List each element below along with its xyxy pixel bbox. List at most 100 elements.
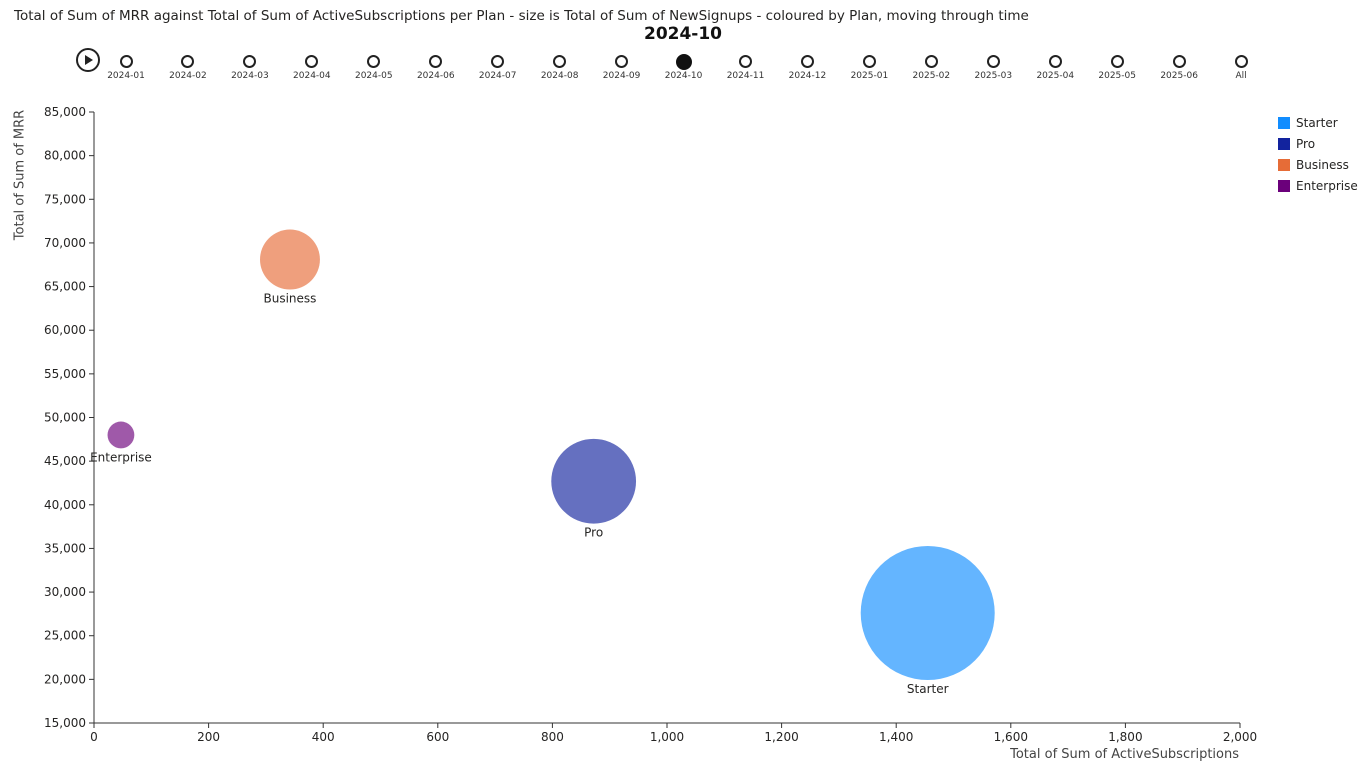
legend-item-starter[interactable]: Starter: [1278, 112, 1358, 133]
y-tick-label: 35,000: [44, 541, 86, 555]
bubble-label-starter: Starter: [907, 682, 949, 696]
timeline-frame-2024-03[interactable]: 2024-03: [220, 55, 280, 81]
play-icon: [85, 55, 93, 65]
bubble-business[interactable]: [260, 229, 320, 290]
legend-swatch: [1278, 116, 1290, 129]
x-tick-label: 1,400: [879, 730, 913, 744]
x-axis-title: Total of Sum of ActiveSubscriptions: [1010, 747, 1239, 762]
timeline-dot: [739, 55, 752, 68]
timeline-dot: [615, 55, 629, 68]
x-tick-label: 200: [197, 730, 220, 744]
timeline-frame-2024-11[interactable]: 2024-11: [716, 55, 776, 81]
legend-swatch: [1278, 179, 1290, 192]
y-tick-label: 60,000: [44, 323, 86, 337]
chart-title: Total of Sum of MRR against Total of Sum…: [14, 8, 1029, 24]
timeline-frame-2024-05[interactable]: 2024-05: [344, 55, 404, 81]
legend-item-enterprise[interactable]: Enterprise: [1278, 175, 1358, 196]
timeline-label: 2024-08: [540, 71, 579, 81]
y-tick-label: 55,000: [44, 367, 86, 381]
timeline-frame-2025-02[interactable]: 2025-02: [901, 55, 961, 81]
y-tick-label: 80,000: [44, 149, 86, 163]
timeline-frame-2024-08[interactable]: 2024-08: [530, 55, 590, 81]
y-tick-label: 45,000: [44, 454, 86, 468]
timeline-label: 2024-03: [231, 71, 269, 81]
timeline-frame-2024-02[interactable]: 2024-02: [158, 55, 218, 81]
timeline-frame-2025-01[interactable]: 2025-01: [839, 55, 899, 81]
bubble-label-enterprise: Enterprise: [90, 450, 152, 464]
y-tick-label: 15,000: [44, 716, 86, 730]
timeline-dot: [553, 55, 567, 68]
bubble-pro[interactable]: [551, 438, 637, 524]
y-tick-label: 20,000: [44, 672, 86, 686]
y-tick-label: 75,000: [44, 192, 86, 206]
timeline-frame-2024-09[interactable]: 2024-09: [592, 55, 652, 81]
y-tick-label: 85,000: [44, 105, 86, 119]
legend-item-business[interactable]: Business: [1278, 154, 1358, 175]
timeline-dot: [800, 55, 814, 68]
y-tick-label: 50,000: [44, 411, 86, 425]
timeline-label: 2024-06: [416, 71, 455, 81]
timeline-frame-2024-04[interactable]: 2024-04: [282, 55, 342, 81]
bubble-label-business: Business: [264, 291, 317, 305]
legend-item-pro[interactable]: Pro: [1278, 133, 1358, 154]
timeline-frame-2025-05[interactable]: 2025-05: [1087, 55, 1147, 81]
timeline-dot: [1110, 55, 1124, 68]
timeline-label: 2024-07: [478, 71, 517, 81]
timeline-label: 2024-09: [602, 71, 641, 81]
timeline-dot: [429, 55, 443, 68]
timeline-dot: [924, 55, 938, 68]
timeline-label: 2025-06: [1160, 71, 1198, 81]
timeline-frame-2025-04[interactable]: 2025-04: [1025, 55, 1085, 81]
legend: Starter Pro Business Enterprise: [1278, 112, 1358, 196]
x-tick-label: 2,000: [1223, 730, 1257, 744]
timeline-label: 2024-10: [664, 71, 703, 81]
timeline-label: 2024-01: [107, 71, 145, 81]
legend-swatch: [1278, 158, 1290, 171]
timeline-label: 2025-01: [850, 71, 889, 81]
timeline-label: 2024-12: [788, 71, 827, 81]
y-tick-label: 70,000: [44, 236, 86, 250]
x-tick-label: 1,200: [764, 730, 798, 744]
timeline-dot: [1234, 55, 1248, 68]
timeline-label: All: [1235, 71, 1247, 81]
legend-label: Pro: [1296, 136, 1316, 151]
bubble-label-pro: Pro: [584, 526, 603, 540]
timeline-frame-2024-06[interactable]: 2024-06: [406, 55, 466, 81]
timeline-label: 2025-02: [912, 71, 951, 81]
timeline-frame-2025-03[interactable]: 2025-03: [963, 55, 1023, 81]
timeline-dot: [367, 55, 381, 68]
timeline-dot: [119, 55, 133, 68]
timeline-label: 2024-04: [293, 71, 331, 81]
timeline-dot: [1172, 55, 1186, 68]
timeline-label: 2025-03: [974, 71, 1013, 81]
legend-label: Enterprise: [1296, 178, 1358, 193]
x-tick-label: 400: [312, 730, 335, 744]
play-button[interactable]: [76, 48, 100, 72]
timeline-label: 2024-02: [169, 71, 207, 81]
y-tick-label: 40,000: [44, 498, 86, 512]
current-frame-label: 2024-10: [643, 24, 723, 44]
timeline-frame-2025-06[interactable]: 2025-06: [1149, 55, 1209, 81]
legend-swatch: [1278, 137, 1290, 150]
timeline-frame-2024-07[interactable]: 2024-07: [468, 55, 528, 81]
y-axis-title: Total of Sum of MRR: [12, 109, 28, 241]
legend-label: Starter: [1296, 115, 1338, 130]
bubble-starter[interactable]: [860, 546, 995, 681]
timeline-label: 2025-05: [1098, 71, 1136, 81]
timeline-frame-all[interactable]: All: [1211, 55, 1271, 81]
timeline-frame-2024-12[interactable]: 2024-12: [777, 55, 837, 81]
timeline-dot: [675, 54, 692, 70]
x-tick-label: 1,000: [650, 730, 684, 744]
timeline-dot: [305, 55, 319, 68]
x-tick-label: 1,800: [1108, 730, 1142, 744]
timeline-dot: [862, 55, 876, 68]
bubble-enterprise[interactable]: [107, 421, 135, 449]
timeline-dot: [986, 55, 1000, 68]
timeline-frame-2024-10[interactable]: 2024-10: [654, 54, 714, 81]
y-tick-label: 30,000: [44, 585, 86, 599]
timeline-frame-2024-01[interactable]: 2024-01: [96, 55, 156, 81]
x-tick-label: 600: [426, 730, 449, 744]
y-tick-label: 65,000: [44, 280, 86, 294]
timeline-label: 2025-04: [1036, 71, 1075, 81]
